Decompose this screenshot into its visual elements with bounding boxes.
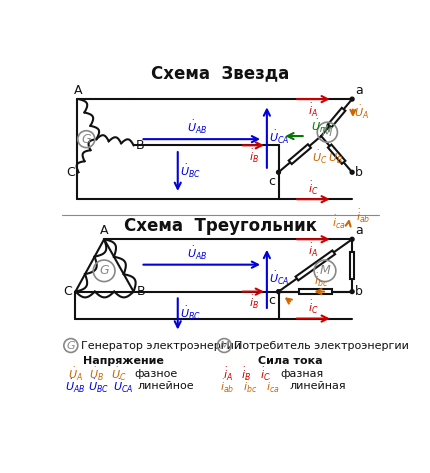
Text: $\dot{U}_{AB}$: $\dot{U}_{AB}$ bbox=[187, 119, 207, 136]
Circle shape bbox=[350, 97, 354, 101]
Polygon shape bbox=[299, 289, 332, 294]
Text: $\dot{U}_B$: $\dot{U}_B$ bbox=[89, 366, 104, 383]
Text: M: M bbox=[219, 341, 229, 350]
Circle shape bbox=[350, 170, 354, 174]
Text: $\dot{i}_{ca}$: $\dot{i}_{ca}$ bbox=[332, 214, 346, 231]
Text: $\dot{U}_A$: $\dot{U}_A$ bbox=[68, 366, 83, 383]
Text: фазное: фазное bbox=[134, 369, 178, 379]
Text: Потребитель электроэнергии: Потребитель электроэнергии bbox=[234, 341, 409, 350]
Text: Сила тока: Сила тока bbox=[258, 356, 322, 366]
Text: линейное: линейное bbox=[138, 381, 194, 391]
Text: Напряжение: Напряжение bbox=[83, 356, 164, 366]
Text: $\dot{i}_{bc}$: $\dot{i}_{bc}$ bbox=[314, 272, 329, 289]
Text: $\dot{U}_{CA}$: $\dot{U}_{CA}$ bbox=[269, 270, 290, 287]
Text: $\dot{i}_C$: $\dot{i}_C$ bbox=[260, 366, 270, 383]
Text: $\dot{i}_A$: $\dot{i}_A$ bbox=[223, 366, 233, 383]
Text: $\dot{i}_{ca}$: $\dot{i}_{ca}$ bbox=[266, 378, 280, 395]
Text: фазная: фазная bbox=[280, 369, 323, 379]
Text: B: B bbox=[136, 139, 144, 152]
Text: $\dot{i}_B$: $\dot{i}_B$ bbox=[249, 148, 259, 165]
Text: $\dot{U}_{AB}$: $\dot{U}_{AB}$ bbox=[64, 378, 85, 395]
Circle shape bbox=[350, 289, 354, 294]
Text: $\dot{U}_{BC}$: $\dot{U}_{BC}$ bbox=[88, 378, 109, 395]
Text: $\dot{U}_C$: $\dot{U}_C$ bbox=[312, 149, 327, 166]
Text: $\dot{U}_{CA}$: $\dot{U}_{CA}$ bbox=[269, 129, 290, 146]
Text: $\dot{i}_{ab}$: $\dot{i}_{ab}$ bbox=[220, 378, 234, 395]
Text: M: M bbox=[319, 264, 330, 277]
Text: $\dot{i}_A$: $\dot{i}_A$ bbox=[308, 242, 318, 259]
Text: $\dot{i}_{ab}$: $\dot{i}_{ab}$ bbox=[356, 208, 371, 225]
Text: $\dot{i}_B$: $\dot{i}_B$ bbox=[241, 366, 252, 383]
Text: $\dot{i}_B$: $\dot{i}_B$ bbox=[249, 294, 259, 311]
Polygon shape bbox=[328, 145, 345, 164]
Text: b: b bbox=[355, 166, 363, 179]
Circle shape bbox=[350, 237, 354, 241]
Circle shape bbox=[276, 289, 280, 294]
Text: $\dot{U}_{CA}$: $\dot{U}_{CA}$ bbox=[113, 378, 133, 395]
Text: $\dot{i}_{bc}$: $\dot{i}_{bc}$ bbox=[243, 378, 257, 395]
Text: $\dot{U}_C$: $\dot{U}_C$ bbox=[111, 366, 127, 383]
Text: $\dot{i}_C$: $\dot{i}_C$ bbox=[308, 180, 319, 197]
Polygon shape bbox=[350, 252, 354, 279]
Text: a: a bbox=[355, 224, 363, 237]
Text: $\dot{U}_A$: $\dot{U}_A$ bbox=[354, 104, 369, 121]
Text: G: G bbox=[82, 132, 91, 146]
Text: Схема  Звезда: Схема Звезда bbox=[151, 64, 289, 82]
Text: A: A bbox=[100, 224, 108, 237]
Text: b: b bbox=[355, 285, 363, 298]
Text: a: a bbox=[355, 84, 363, 97]
Text: M: M bbox=[322, 126, 333, 139]
Polygon shape bbox=[295, 251, 335, 280]
Text: $\dot{U}_B$: $\dot{U}_B$ bbox=[328, 149, 343, 166]
Polygon shape bbox=[289, 144, 311, 164]
Text: c: c bbox=[268, 175, 275, 188]
Circle shape bbox=[276, 170, 280, 174]
Text: Генератор электроэнергии: Генератор электроэнергии bbox=[81, 341, 241, 350]
Text: G: G bbox=[67, 341, 75, 350]
Polygon shape bbox=[328, 108, 345, 127]
Text: c: c bbox=[268, 294, 275, 307]
Text: A: A bbox=[74, 84, 83, 97]
Text: $\dot{i}_A$: $\dot{i}_A$ bbox=[308, 101, 318, 119]
Text: $\dot{U}_{nN}$: $\dot{U}_{nN}$ bbox=[311, 117, 332, 134]
Text: $\dot{U}_{BC}$: $\dot{U}_{BC}$ bbox=[180, 163, 201, 180]
Text: $\dot{U}_{AB}$: $\dot{U}_{AB}$ bbox=[187, 245, 207, 262]
Text: C: C bbox=[66, 166, 75, 179]
Text: Схема  Треугольник: Схема Треугольник bbox=[124, 217, 317, 235]
Text: B: B bbox=[137, 285, 145, 298]
Text: C: C bbox=[64, 285, 72, 298]
Text: G: G bbox=[99, 264, 109, 277]
Text: $\dot{i}_C$: $\dot{i}_C$ bbox=[308, 299, 319, 316]
Text: $\dot{U}_{BC}$: $\dot{U}_{BC}$ bbox=[180, 306, 201, 323]
Text: линейная: линейная bbox=[289, 381, 346, 391]
